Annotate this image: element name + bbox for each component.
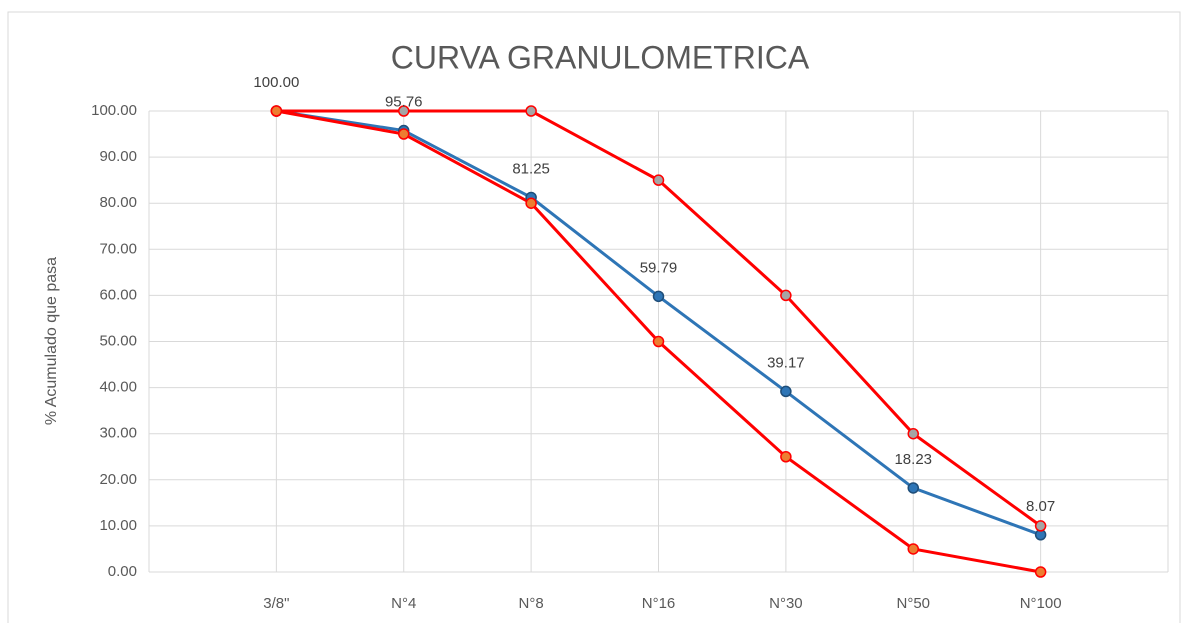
marker	[525, 197, 537, 209]
marker	[270, 105, 283, 117]
y-axis-label: % Acumulado que pasa	[43, 257, 60, 425]
data-label: 95.76	[385, 94, 423, 111]
x-tick-label: N°50	[896, 595, 930, 612]
data-label: 8.07	[1026, 498, 1055, 515]
data-label: 81.25	[512, 160, 550, 177]
chart-title: CURVA GRANULOMETRICA	[391, 39, 810, 75]
data-label: 100.00	[253, 74, 299, 91]
y-tick-label: 10.00	[99, 517, 137, 534]
x-tick-label: N°100	[1020, 595, 1062, 612]
marker	[525, 105, 537, 117]
chart-frame	[7, 11, 1181, 623]
marker	[398, 105, 410, 117]
data-label: 39.17	[767, 354, 805, 371]
x-tick-label: N°4	[391, 595, 416, 612]
marker	[907, 543, 919, 555]
y-tick-label: 50.00	[99, 332, 137, 349]
x-tick-label: N°30	[769, 595, 803, 612]
y-tick-label: 90.00	[99, 148, 137, 165]
x-tick-label: 3/8"	[263, 595, 289, 612]
y-tick-label: 60.00	[99, 286, 137, 303]
y-tick-label: 20.00	[99, 471, 137, 488]
marker	[1034, 566, 1047, 578]
marker	[398, 128, 410, 140]
y-tick-label: 40.00	[99, 379, 137, 396]
marker	[652, 174, 665, 186]
marker	[780, 385, 792, 398]
y-tick-label: 100.00	[91, 102, 137, 119]
y-tick-label: 30.00	[99, 425, 137, 442]
marker	[652, 335, 665, 348]
y-tick-label: 70.00	[99, 240, 137, 257]
x-tick-label: N°8	[519, 595, 544, 612]
marker	[1034, 520, 1047, 532]
y-tick-label: 0.00	[108, 563, 137, 580]
marker	[907, 482, 919, 494]
data-label: 59.79	[640, 259, 678, 276]
x-tick-label: N°16	[642, 595, 676, 612]
marker	[652, 290, 665, 303]
y-tick-label: 80.00	[99, 194, 137, 211]
marker	[780, 289, 792, 302]
data-label: 18.23	[894, 451, 932, 468]
marker	[907, 427, 919, 440]
marker	[780, 451, 792, 463]
